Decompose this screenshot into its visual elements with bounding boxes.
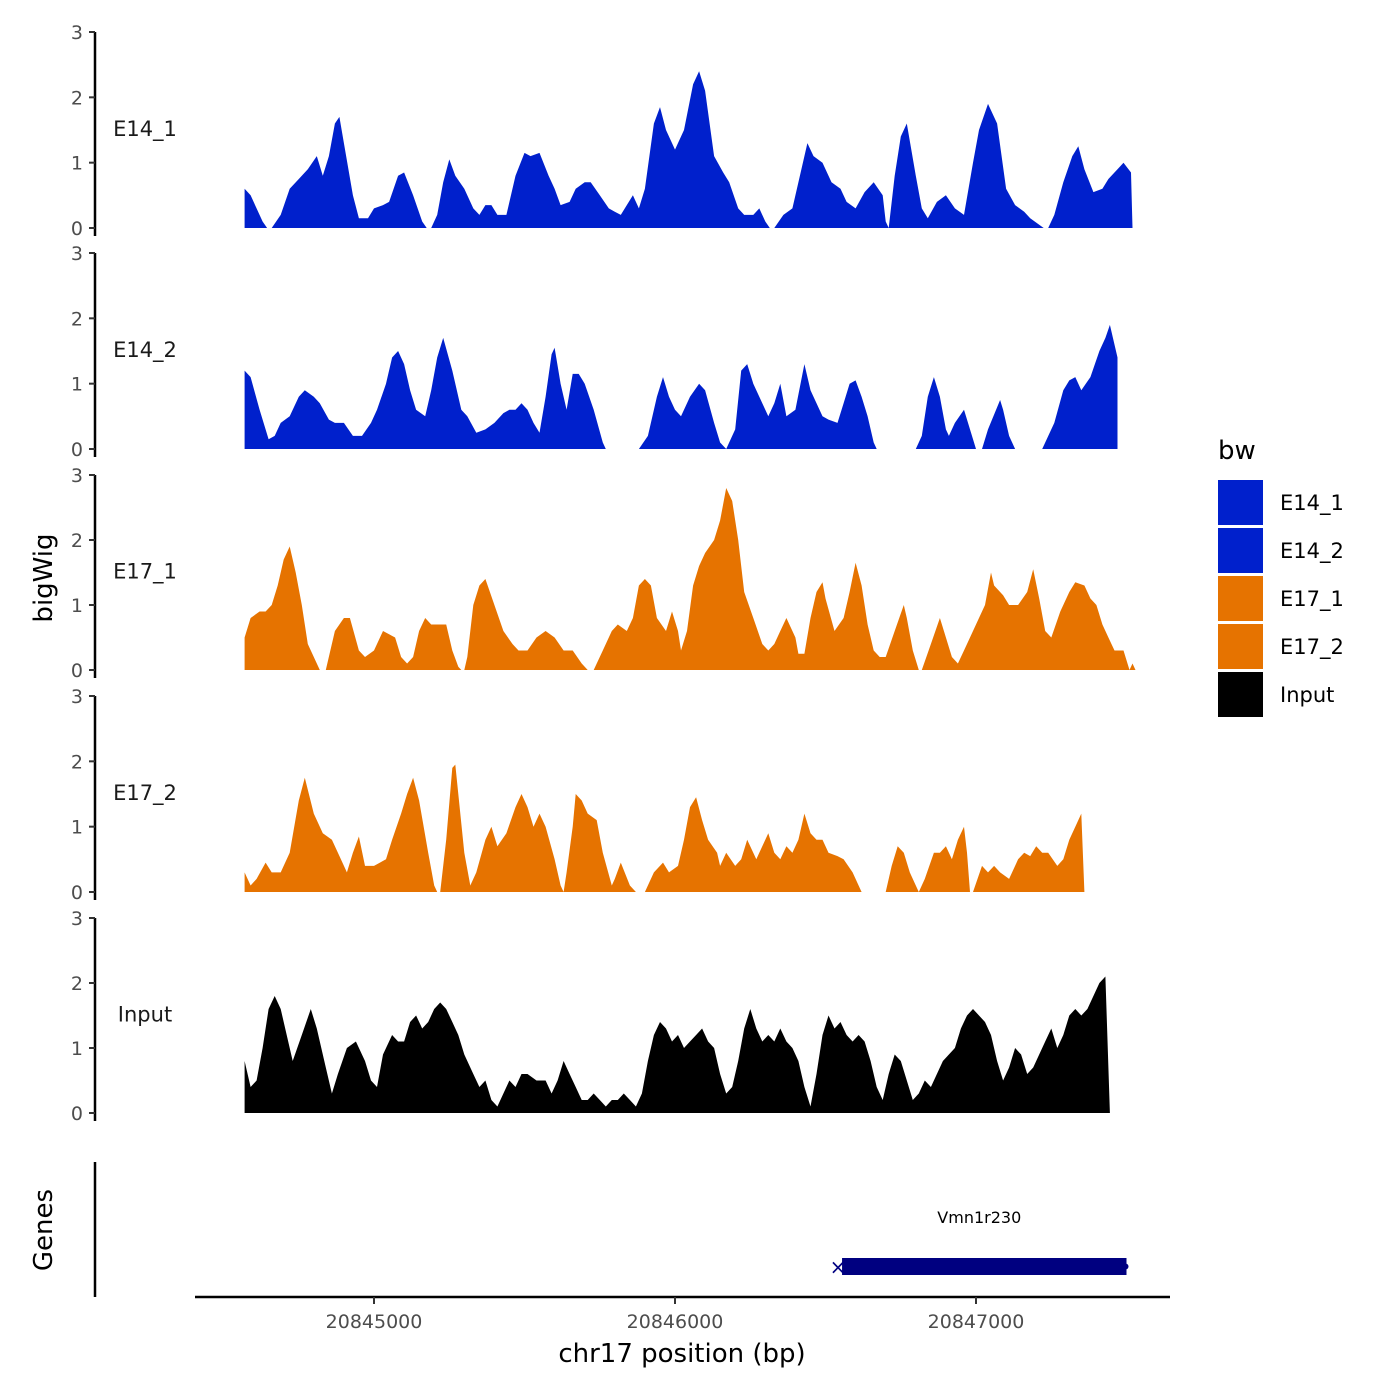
track-area-E14_1 bbox=[244, 71, 1133, 228]
legend-label-E14_1: E14_1 bbox=[1280, 491, 1344, 516]
y-tick-label: 1 bbox=[71, 374, 83, 396]
legend-label-E14_2: E14_2 bbox=[1280, 539, 1344, 564]
y-tick-label: 0 bbox=[71, 439, 83, 461]
legend-label-E17_2: E17_2 bbox=[1280, 635, 1344, 660]
y-tick-label: 0 bbox=[71, 660, 83, 682]
track-label-Input: Input bbox=[118, 1002, 172, 1026]
y-tick-label: 1 bbox=[71, 1038, 83, 1060]
track-area-E17_2 bbox=[244, 764, 1085, 892]
y-tick-label: 2 bbox=[71, 973, 83, 995]
y-tick-label: 3 bbox=[71, 908, 83, 930]
y-tick-label: 1 bbox=[71, 153, 83, 175]
x-tick-label: 20846000 bbox=[627, 1311, 724, 1333]
y-tick-label: 2 bbox=[71, 87, 83, 109]
track-label-E17_1: E17_1 bbox=[113, 559, 177, 584]
track-label-E14_2: E14_2 bbox=[113, 338, 177, 363]
legend-swatch-Input bbox=[1218, 672, 1263, 717]
track-label-E17_2: E17_2 bbox=[113, 781, 177, 806]
gene-strand-mark: × bbox=[830, 1255, 847, 1279]
legend-swatch-E14_1 bbox=[1218, 480, 1263, 525]
y-tick-label: 0 bbox=[71, 218, 83, 240]
track-label-E14_1: E14_1 bbox=[113, 117, 177, 142]
legend-swatch-E14_2 bbox=[1218, 528, 1263, 573]
y-tick-label: 3 bbox=[71, 686, 83, 708]
y-tick-label: 3 bbox=[71, 465, 83, 487]
legend-label-Input: Input bbox=[1280, 683, 1334, 707]
y-tick-label: 0 bbox=[71, 882, 83, 904]
legend-swatch-E17_2 bbox=[1218, 624, 1263, 669]
y-tick-label: 3 bbox=[71, 22, 83, 44]
y-tick-label: 2 bbox=[71, 308, 83, 330]
track-area-E14_2 bbox=[244, 324, 1118, 449]
y-tick-label: 1 bbox=[71, 595, 83, 617]
y-axis-title: bigWig bbox=[29, 533, 59, 622]
track-area-Input bbox=[244, 976, 1110, 1113]
y-tick-label: 3 bbox=[71, 243, 83, 265]
legend-swatch-E17_1 bbox=[1218, 576, 1263, 621]
legend-label-E17_1: E17_1 bbox=[1280, 587, 1344, 612]
gene-end-mark bbox=[1122, 1263, 1129, 1270]
x-axis-title: chr17 position (bp) bbox=[558, 1339, 805, 1369]
y-tick-label: 2 bbox=[71, 530, 83, 552]
track-area-E17_1 bbox=[244, 488, 1136, 670]
gene-body-Vmn1r230 bbox=[842, 1258, 1127, 1275]
gene-label: Vmn1r230 bbox=[937, 1208, 1021, 1227]
genes-axis-title: Genes bbox=[29, 1189, 59, 1271]
x-tick-label: 20845000 bbox=[326, 1311, 423, 1333]
y-tick-label: 2 bbox=[71, 751, 83, 773]
y-tick-label: 0 bbox=[71, 1103, 83, 1125]
x-tick-label: 20847000 bbox=[928, 1311, 1025, 1333]
y-tick-label: 1 bbox=[71, 817, 83, 839]
legend-title: bw bbox=[1218, 436, 1256, 466]
